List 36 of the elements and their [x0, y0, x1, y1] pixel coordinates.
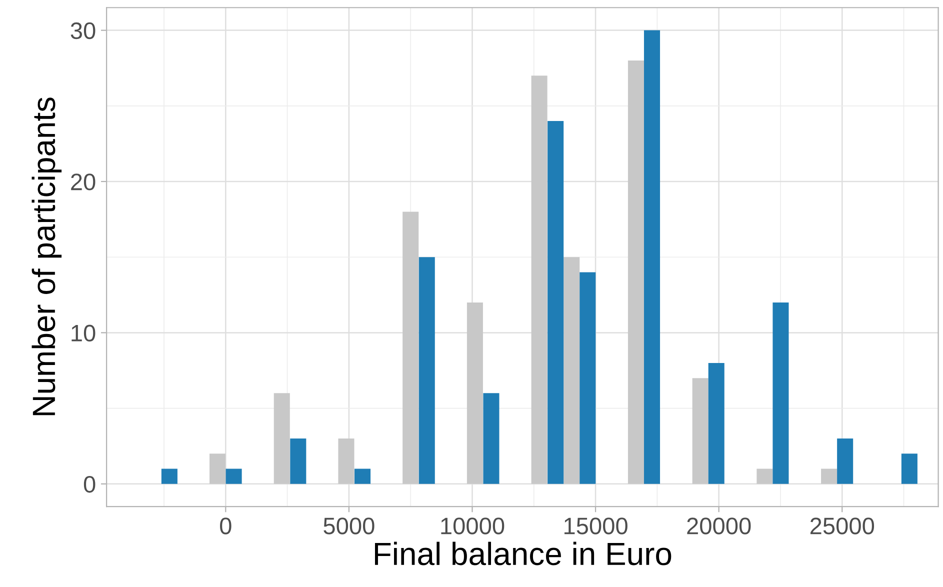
x-tick-label: 5000	[324, 518, 374, 534]
y-tick-label: 20	[71, 174, 96, 190]
bar	[708, 362, 724, 484]
bar	[580, 272, 596, 484]
x-tick-label: 20000	[687, 518, 751, 534]
x-tick-label: 25000	[810, 518, 874, 534]
x-tick-label: 15000	[564, 518, 628, 534]
bar	[483, 393, 500, 484]
bar	[644, 30, 660, 484]
y-tick-label: 0	[84, 476, 96, 493]
bar	[772, 302, 789, 484]
bar	[290, 438, 306, 484]
bar	[418, 257, 435, 484]
bar	[226, 468, 242, 484]
bar	[354, 468, 371, 484]
bar	[531, 76, 548, 484]
bar	[901, 454, 918, 484]
bar	[756, 468, 773, 484]
bar	[821, 468, 838, 484]
y-axis-title: Number of participants	[32, 98, 62, 416]
bar	[274, 393, 290, 484]
y-tick-label: 30	[70, 22, 96, 40]
x-tick-label: 10000	[441, 518, 504, 534]
bar	[564, 257, 580, 484]
y-tick-label: 10	[72, 324, 96, 342]
bar	[466, 302, 483, 484]
x-axis-title: Final balance in Euro	[375, 542, 672, 566]
bar	[338, 438, 354, 484]
bar	[692, 378, 708, 484]
bar	[548, 121, 564, 484]
bar	[210, 454, 226, 484]
bar	[628, 60, 644, 484]
bar	[402, 212, 419, 484]
bar	[161, 468, 178, 484]
x-tick-label: 0	[220, 518, 232, 534]
bar	[837, 438, 854, 484]
